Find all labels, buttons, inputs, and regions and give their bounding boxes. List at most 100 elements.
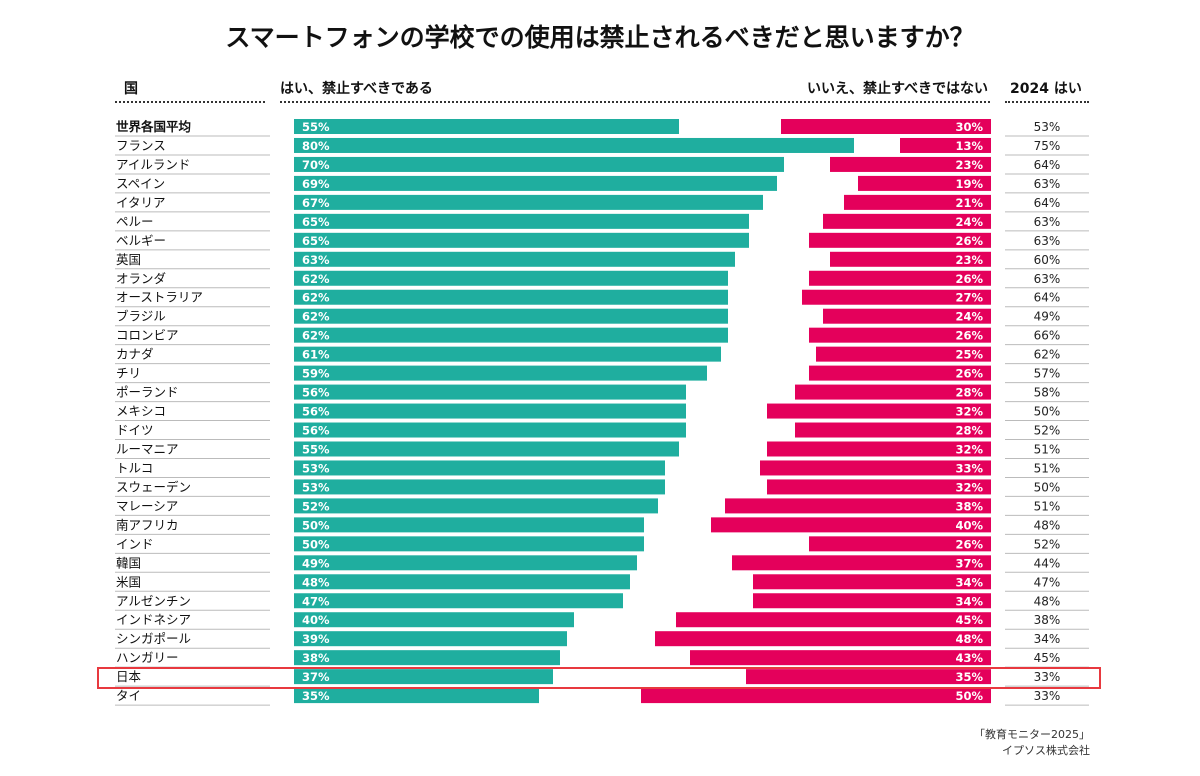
- yes-label: 53%: [302, 480, 330, 494]
- prev-year-label: 33%: [1034, 689, 1061, 703]
- prev-year-label: 62%: [1034, 348, 1061, 362]
- yes-bar: [294, 308, 728, 324]
- no-label: 38%: [955, 499, 983, 513]
- prev-year-label: 63%: [1034, 234, 1061, 248]
- country-label: インド: [116, 536, 154, 551]
- yes-label: 65%: [302, 234, 330, 248]
- no-label: 21%: [955, 196, 983, 210]
- no-label: 35%: [955, 670, 983, 684]
- prev-year-label: 50%: [1034, 480, 1061, 494]
- prev-year-label: 57%: [1034, 367, 1061, 381]
- no-label: 19%: [955, 177, 983, 191]
- yes-label: 62%: [302, 329, 330, 343]
- country-label: スウェーデン: [116, 479, 191, 494]
- yes-label: 62%: [302, 310, 330, 324]
- yes-bar: [294, 346, 721, 362]
- country-label: アルゼンチン: [116, 593, 191, 608]
- no-label: 26%: [955, 537, 983, 551]
- no-bar: [781, 119, 991, 134]
- no-bar: [725, 498, 991, 514]
- no-label: 32%: [955, 405, 983, 419]
- prev-year-label: 63%: [1034, 272, 1061, 286]
- yes-label: 39%: [302, 632, 330, 646]
- prev-year-label: 58%: [1034, 386, 1061, 400]
- country-label: スペイン: [116, 176, 165, 191]
- no-label: 23%: [955, 158, 983, 172]
- no-bar: [809, 365, 991, 381]
- header-2024: 2024 はい: [1010, 81, 1082, 97]
- country-label: 米国: [116, 574, 141, 589]
- no-bar: [795, 384, 991, 400]
- no-bar: [823, 213, 991, 229]
- yes-label: 67%: [302, 196, 330, 210]
- yes-bar: [294, 460, 665, 476]
- prev-year-label: 51%: [1034, 499, 1061, 513]
- header-no: いいえ、禁止すべきではない: [806, 81, 988, 97]
- yes-bar: [294, 384, 686, 400]
- no-label: 27%: [955, 291, 983, 305]
- prev-year-label: 63%: [1034, 215, 1061, 229]
- source-line-2: イプソス株式会社: [1002, 744, 1090, 757]
- no-label: 28%: [955, 424, 983, 438]
- prev-year-label: 53%: [1034, 120, 1061, 134]
- country-label: 南アフリカ: [116, 517, 179, 532]
- yes-bar: [294, 270, 728, 286]
- no-label: 26%: [955, 329, 983, 343]
- no-bar: [795, 422, 991, 438]
- no-bar: [746, 669, 991, 685]
- yes-bar: [294, 479, 665, 495]
- no-label: 33%: [955, 461, 983, 475]
- prev-year-label: 64%: [1034, 158, 1061, 172]
- yes-label: 55%: [302, 442, 330, 456]
- yes-label: 62%: [302, 272, 330, 286]
- no-bar: [690, 650, 991, 666]
- yes-label: 37%: [302, 670, 330, 684]
- yes-label: 80%: [302, 139, 330, 153]
- country-label: オーストラリア: [116, 290, 203, 305]
- no-label: 48%: [955, 632, 983, 646]
- no-bar: [641, 688, 991, 704]
- yes-bar: [294, 422, 686, 438]
- no-label: 24%: [955, 310, 983, 324]
- no-label: 13%: [955, 139, 983, 153]
- yes-bar: [294, 498, 658, 514]
- yes-label: 52%: [302, 499, 330, 513]
- no-bar: [809, 270, 991, 286]
- yes-label: 38%: [302, 651, 330, 665]
- yes-bar: [294, 403, 686, 419]
- yes-label: 40%: [302, 613, 330, 627]
- no-label: 30%: [955, 120, 983, 134]
- no-bar: [802, 289, 991, 305]
- yes-label: 53%: [302, 461, 330, 475]
- no-label: 32%: [955, 480, 983, 494]
- prev-year-label: 45%: [1034, 651, 1061, 665]
- no-bar: [900, 137, 991, 153]
- country-label: チリ: [116, 366, 141, 381]
- source-line-1: 「教育モニター2025」: [974, 728, 1090, 741]
- prev-year-label: 52%: [1034, 424, 1061, 438]
- yes-bar: [294, 232, 749, 248]
- no-bar: [732, 555, 991, 571]
- yes-bar: [294, 194, 763, 210]
- country-label: ルーマニア: [116, 441, 179, 456]
- prev-year-label: 48%: [1034, 594, 1061, 608]
- no-bar: [676, 612, 991, 628]
- no-bar: [767, 403, 991, 419]
- yes-bar: [294, 156, 784, 172]
- header-divider: [280, 101, 990, 103]
- country-label: カナダ: [116, 347, 154, 362]
- country-label: ハンガリー: [116, 650, 179, 665]
- yes-label: 48%: [302, 575, 330, 589]
- no-label: 50%: [955, 689, 983, 703]
- yes-bar: [294, 289, 728, 305]
- country-label: イタリア: [116, 195, 166, 210]
- yes-label: 50%: [302, 518, 330, 532]
- yes-bar: [294, 213, 749, 229]
- prev-year-label: 33%: [1034, 670, 1061, 684]
- no-label: 26%: [955, 234, 983, 248]
- country-label: ベルギー: [116, 233, 166, 248]
- no-bar: [753, 574, 991, 590]
- yes-bar: [294, 175, 777, 191]
- no-label: 28%: [955, 386, 983, 400]
- yes-label: 63%: [302, 253, 330, 267]
